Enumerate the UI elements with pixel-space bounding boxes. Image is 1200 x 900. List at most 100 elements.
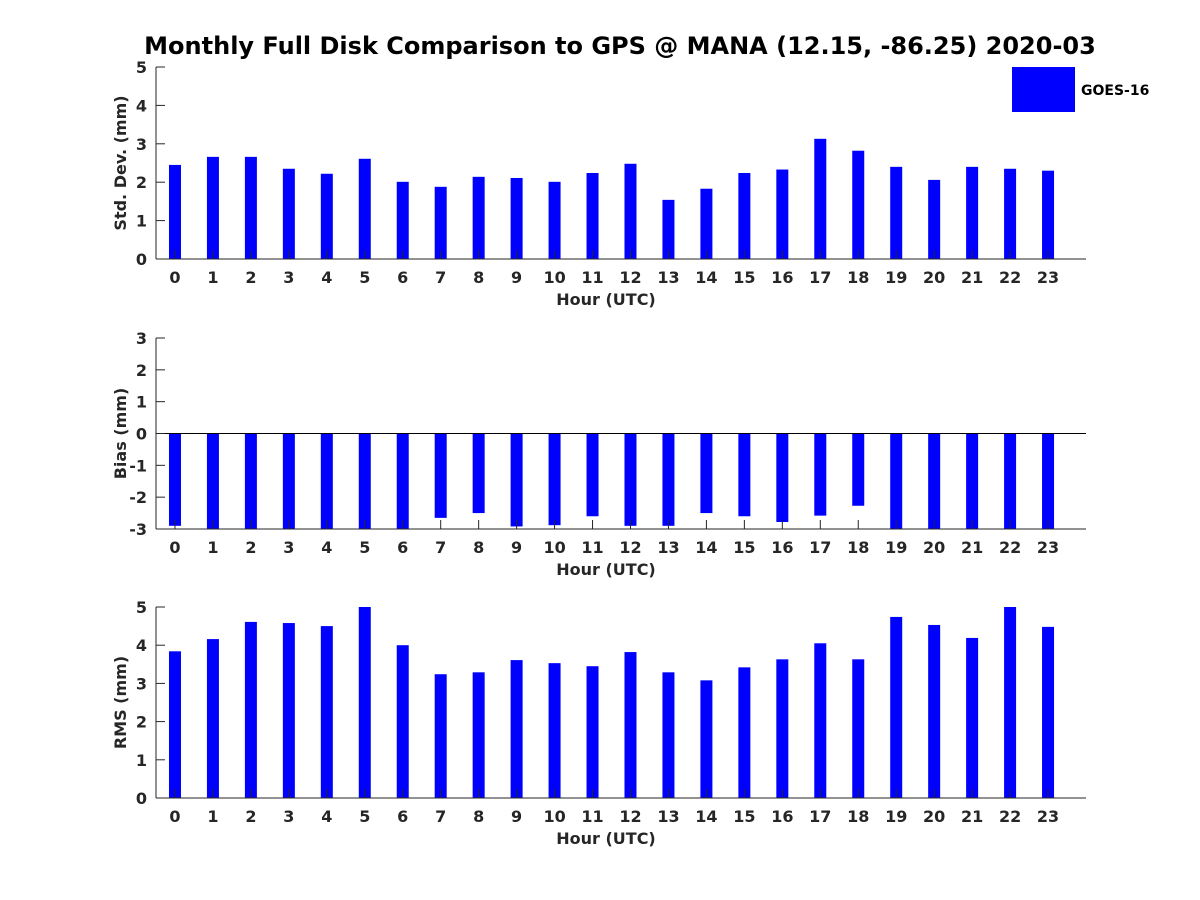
bar-hour-10 (548, 663, 561, 798)
x-tick-label: 6 (397, 538, 408, 557)
x-tick-label: 22 (999, 268, 1021, 287)
bar-hour-22 (1004, 607, 1017, 798)
bar-hour-9 (510, 660, 523, 798)
y-tick-label: 1 (136, 751, 147, 770)
bar-hour-4 (320, 626, 333, 798)
x-tick-label: 19 (885, 268, 907, 287)
x-tick-label: 9 (511, 807, 522, 826)
x-tick-label: 9 (511, 268, 522, 287)
bar-hour-3 (282, 168, 295, 259)
x-tick-label: 1 (207, 807, 218, 826)
x-tick-label: 4 (321, 807, 332, 826)
y-tick-label: 2 (136, 713, 147, 732)
x-tick-label: 19 (885, 538, 907, 557)
x-tick-label: 3 (283, 538, 294, 557)
x-tick-label: 14 (695, 807, 717, 826)
bar-hour-7 (434, 674, 447, 798)
bar-hour-6 (396, 433, 409, 529)
x-tick-label: 23 (1037, 807, 1059, 826)
y-tick-label: -2 (129, 488, 147, 507)
y-tick-label: 5 (136, 58, 147, 77)
x-tick-label: 11 (581, 807, 603, 826)
x-tick-label: 10 (543, 807, 565, 826)
y-tick-label: 4 (136, 96, 147, 115)
x-tick-label: 20 (923, 538, 945, 557)
y-tick-label: 3 (136, 329, 147, 348)
x-tick-label: 9 (511, 538, 522, 557)
x-tick-label: 21 (961, 807, 983, 826)
x-tick-label: 4 (321, 538, 332, 557)
bar-hour-11 (586, 433, 599, 517)
x-tick-label: 15 (733, 538, 755, 557)
bar-hour-12 (624, 433, 637, 526)
x-tick-label: 21 (961, 268, 983, 287)
x-tick-label: 5 (359, 807, 370, 826)
x-tick-label: 5 (359, 268, 370, 287)
bar-hour-22 (1004, 433, 1017, 529)
y-tick-label: -1 (129, 456, 147, 475)
x-tick-label: 23 (1037, 538, 1059, 557)
x-tick-label: 19 (885, 807, 907, 826)
x-tick-label: 13 (657, 807, 679, 826)
x-tick-label: 3 (283, 807, 294, 826)
x-tick-label: 18 (847, 807, 869, 826)
bar-hour-11 (586, 666, 599, 798)
x-tick-label: 10 (543, 268, 565, 287)
legend: GOES-16 (1012, 67, 1149, 112)
bar-hour-13 (662, 672, 675, 798)
x-tick-label: 22 (999, 538, 1021, 557)
bar-hour-18 (852, 150, 865, 259)
bar-hour-5 (358, 607, 371, 798)
x-tick-label: 14 (695, 268, 717, 287)
y-tick-label: 1 (136, 393, 147, 412)
bar-hour-7 (434, 433, 447, 518)
y-tick-label: 0 (136, 250, 147, 269)
bar-hour-23 (1042, 626, 1055, 798)
x-tick-label: 7 (435, 538, 446, 557)
bar-hour-23 (1042, 433, 1055, 529)
bar-hour-13 (662, 199, 675, 259)
bar-hour-19 (890, 616, 903, 798)
x-tick-label: 18 (847, 268, 869, 287)
x-tick-label: 7 (435, 807, 446, 826)
bar-hour-15 (738, 433, 751, 517)
x-axis-label: Hour (UTC) (556, 560, 656, 579)
x-tick-label: 14 (695, 538, 717, 557)
x-tick-label: 17 (809, 538, 831, 557)
y-axis-label: RMS (mm) (111, 656, 130, 749)
bar-hour-3 (282, 433, 295, 529)
bar-hour-16 (776, 169, 789, 259)
bar-hour-22 (1004, 168, 1017, 259)
y-tick-label: 2 (136, 173, 147, 192)
y-tick-label: 0 (136, 425, 147, 444)
bar-hour-14 (700, 188, 713, 259)
x-tick-label: 23 (1037, 268, 1059, 287)
bar-hour-21 (966, 637, 979, 798)
x-tick-label: 12 (619, 807, 641, 826)
bar-hour-1 (206, 156, 219, 259)
bar-hour-5 (358, 433, 371, 529)
bar-hour-20 (928, 179, 941, 259)
bar-hour-11 (586, 172, 599, 259)
bar-hour-6 (396, 645, 409, 798)
figure-title: Monthly Full Disk Comparison to GPS @ MA… (144, 32, 1096, 60)
x-tick-label: 1 (207, 538, 218, 557)
bar-hour-1 (206, 639, 219, 798)
x-tick-label: 20 (923, 807, 945, 826)
y-tick-label: 3 (136, 674, 147, 693)
bar-hour-10 (548, 181, 561, 259)
bar-hour-14 (700, 433, 713, 514)
y-tick-label: -3 (129, 520, 147, 539)
x-tick-label: 21 (961, 538, 983, 557)
x-tick-label: 2 (245, 807, 256, 826)
y-axis-label: Std. Dev. (mm) (111, 95, 130, 230)
x-tick-label: 0 (169, 807, 180, 826)
y-tick-label: 5 (136, 598, 147, 617)
bar-hour-17 (814, 138, 827, 259)
legend-swatch (1012, 67, 1075, 112)
x-tick-label: 2 (245, 268, 256, 287)
bar-hour-18 (852, 433, 865, 506)
x-tick-label: 4 (321, 268, 332, 287)
x-tick-label: 8 (473, 807, 484, 826)
